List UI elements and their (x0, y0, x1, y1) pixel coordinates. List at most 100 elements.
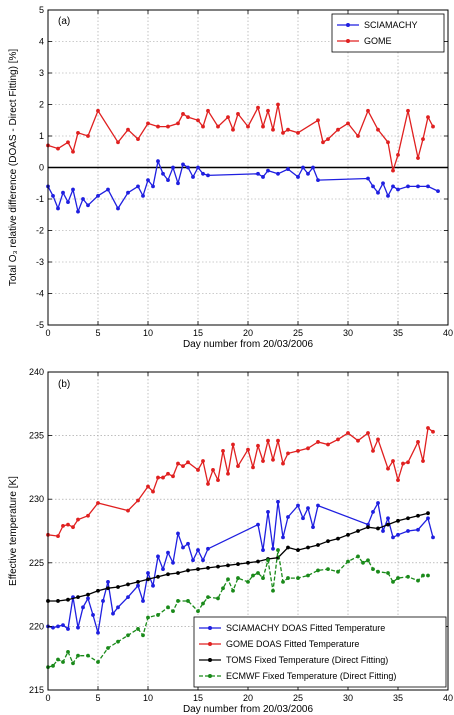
data-point (146, 484, 150, 489)
data-point (396, 478, 400, 483)
data-point (231, 127, 235, 132)
data-point (431, 535, 435, 540)
data-point (171, 165, 175, 170)
data-point (261, 459, 265, 463)
data-point (346, 431, 350, 435)
data-point (201, 124, 205, 129)
data-point (406, 516, 410, 521)
legend-label: GOME (364, 36, 392, 46)
data-point (421, 137, 425, 142)
data-point (246, 560, 250, 565)
data-point (366, 431, 370, 435)
data-point (216, 124, 220, 129)
data-point (426, 115, 430, 119)
data-point (296, 130, 300, 135)
data-point (336, 569, 340, 574)
y-tick-label: 240 (29, 367, 44, 377)
x-tick-label: 10 (143, 328, 153, 338)
data-point (271, 546, 275, 551)
data-point (156, 613, 160, 617)
data-point (171, 474, 175, 479)
data-point (181, 545, 185, 550)
data-point (176, 571, 180, 575)
data-point (296, 175, 300, 179)
data-point (371, 510, 375, 514)
data-point (396, 576, 400, 580)
data-point (321, 140, 325, 145)
data-point (216, 596, 220, 601)
data-point (196, 165, 200, 170)
data-point (196, 468, 200, 472)
data-point (406, 574, 410, 579)
data-point (236, 112, 240, 116)
data-point (306, 446, 310, 451)
y-tick-label: 235 (29, 431, 44, 441)
data-point (211, 468, 215, 472)
data-point (61, 524, 65, 528)
data-point (126, 127, 130, 132)
legend-swatch-marker (346, 23, 350, 27)
data-point (256, 571, 260, 575)
data-point (106, 579, 110, 584)
panel-a-chart: 0 5 10 15 20 25 30 35 40 -5 -4 -3 -2 -1 0 1 2 3 4 5 (a) Day n… (8, 5, 453, 350)
data-point (326, 539, 330, 544)
data-point (371, 567, 375, 572)
data-point (376, 190, 380, 195)
data-point (206, 482, 210, 486)
data-point (271, 588, 275, 593)
data-point (86, 653, 90, 658)
data-point (86, 592, 90, 597)
x-tick-label: 10 (143, 693, 153, 703)
legend-swatch-marker (208, 658, 212, 662)
data-point (166, 572, 170, 577)
data-point (116, 639, 120, 644)
data-point (106, 187, 110, 192)
data-point (196, 567, 200, 572)
data-point (76, 625, 80, 630)
data-point (376, 437, 380, 442)
data-point (261, 548, 265, 552)
y-tick-label: 3 (39, 68, 44, 78)
data-point (61, 660, 65, 664)
data-point (421, 459, 425, 463)
data-point (391, 535, 395, 540)
data-point (196, 609, 200, 614)
y-tick-label: 1 (39, 131, 44, 141)
data-point (166, 550, 170, 555)
data-point (146, 121, 150, 126)
data-point (416, 184, 420, 189)
data-point (201, 459, 205, 463)
data-point (271, 457, 275, 462)
data-point (76, 653, 80, 658)
panel-b-chart: 0 5 10 15 20 25 30 35 40 215 220 225 230 235 240 (b) Day… (8, 367, 453, 715)
data-point (56, 206, 60, 211)
data-point (141, 599, 145, 603)
data-point (186, 165, 190, 170)
x-tick-label: 35 (393, 328, 403, 338)
data-point (366, 525, 370, 530)
data-point (186, 541, 190, 546)
series-line (47, 426, 434, 537)
data-point (256, 443, 260, 448)
data-point (306, 506, 310, 511)
data-point (56, 657, 60, 662)
data-point (246, 579, 250, 584)
data-point (396, 518, 400, 523)
data-point (151, 489, 155, 494)
data-point (306, 171, 310, 176)
data-point (221, 586, 225, 591)
legend-swatch-marker (346, 39, 350, 43)
data-point (176, 181, 180, 186)
data-point (186, 568, 190, 573)
data-point (416, 513, 420, 518)
data-point (76, 130, 80, 135)
data-point (286, 576, 290, 580)
legend-swatch-marker (208, 642, 212, 646)
data-point (56, 624, 60, 629)
data-point (56, 599, 60, 603)
data-point (276, 499, 280, 504)
legend-box (193, 616, 447, 688)
data-point (281, 535, 285, 540)
x-axis-label: Day number from 20/03/2006 (183, 704, 314, 715)
data-point (186, 599, 190, 603)
